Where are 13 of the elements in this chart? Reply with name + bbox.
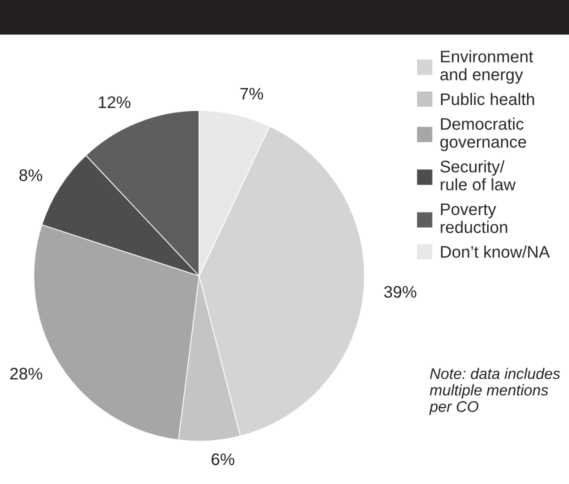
legend-label: Environment and energy xyxy=(440,50,534,84)
legend-label: Democratic governance xyxy=(440,118,526,152)
text: Note: data includes multiple mentions per CO xyxy=(429,368,560,415)
data-label: 28% xyxy=(10,368,42,380)
legend-label: Public health xyxy=(441,92,534,106)
data-label: 7% xyxy=(240,88,264,100)
data-label: 8% xyxy=(19,169,42,182)
legend-label: Don’t know/NA xyxy=(441,246,550,258)
data-label: 6% xyxy=(212,453,234,466)
data-label: 39% xyxy=(384,286,416,298)
legend-label: Security/ rule of law xyxy=(440,160,516,190)
legend-label: Poverty reduction xyxy=(440,204,508,234)
data-label: 12% xyxy=(98,96,130,108)
